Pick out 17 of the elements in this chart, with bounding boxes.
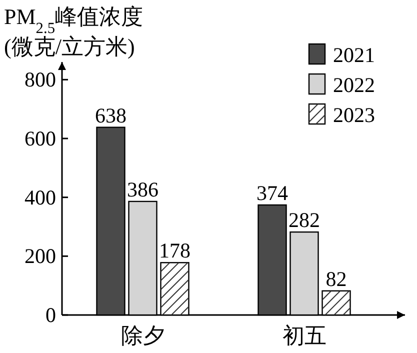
legend-label: 2023 <box>333 103 375 127</box>
x-tick-label: 初五 <box>282 323 326 348</box>
data-label: 178 <box>159 238 190 263</box>
data-label: 82 <box>326 266 347 291</box>
legend-label: 2022 <box>333 73 375 97</box>
y-tick-label: 400 <box>24 185 56 210</box>
legend-label: 2021 <box>333 43 375 67</box>
y-tick-label: 0 <box>46 303 56 327</box>
data-label: 374 <box>256 180 288 205</box>
y-axis-title: PM$_{2.5}$峰值浓度 (微克/立方米) <box>4 4 144 59</box>
data-label: 638 <box>95 103 126 128</box>
data-label: 386 <box>127 177 158 202</box>
y-tick-label: 200 <box>24 244 56 268</box>
y-tick-label: 800 <box>24 68 56 92</box>
data-label: 282 <box>288 208 320 232</box>
x-tick-label: 除夕 <box>120 323 165 348</box>
y-tick-label: 600 <box>24 126 56 150</box>
